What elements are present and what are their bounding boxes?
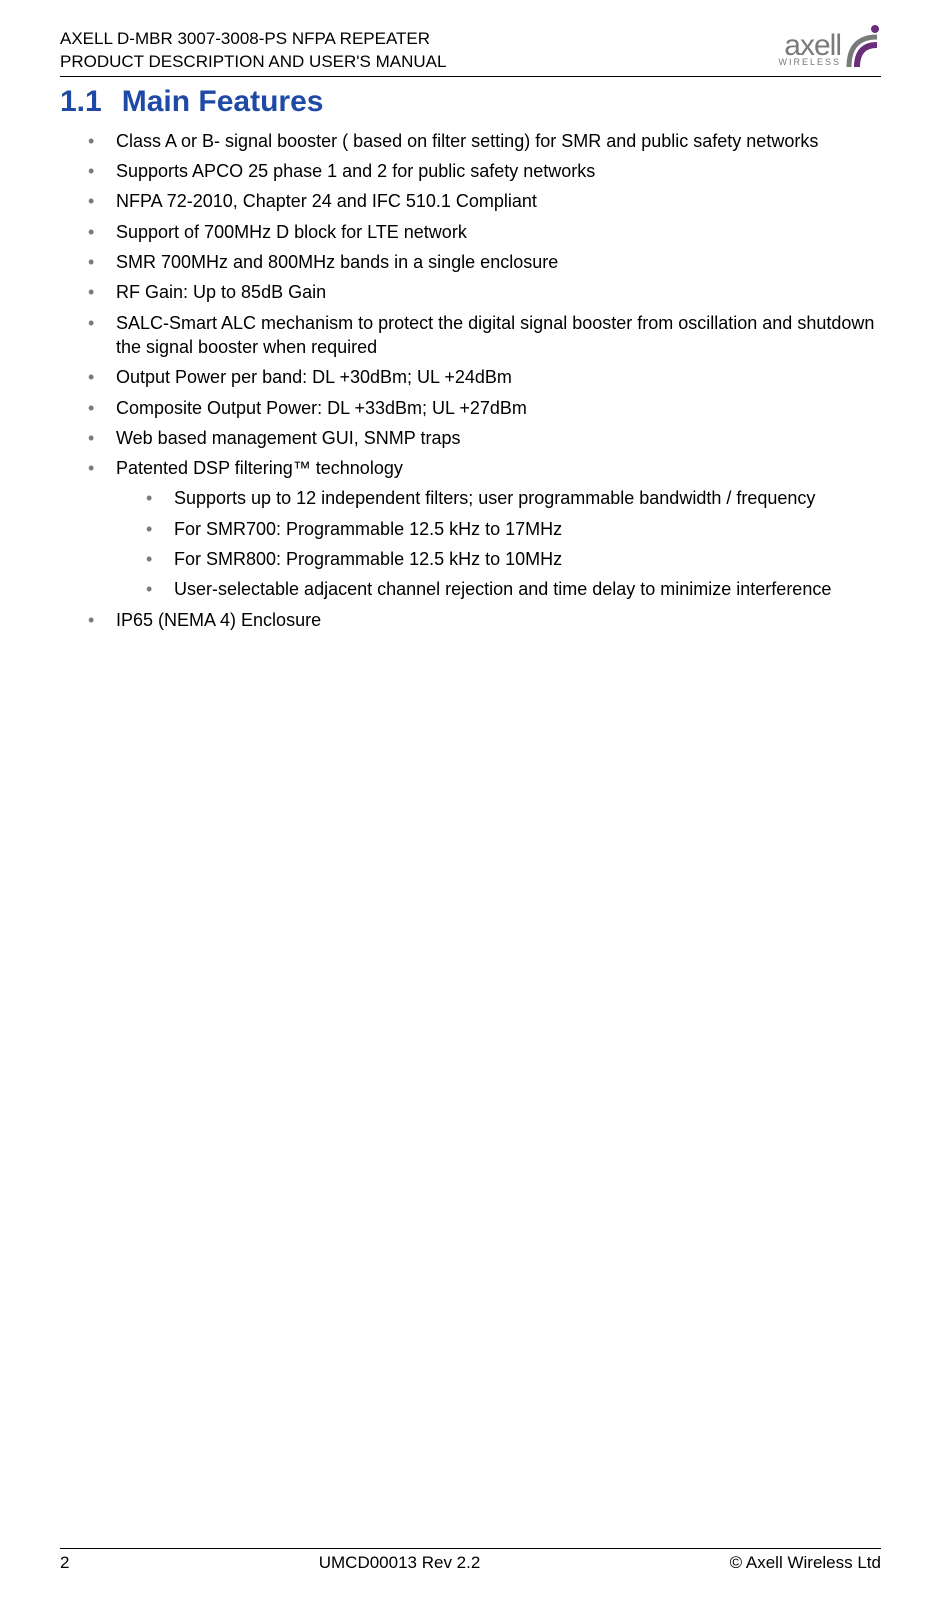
wireless-arc-icon bbox=[845, 23, 881, 67]
header-line2: PRODUCT DESCRIPTION AND USER'S MANUAL bbox=[60, 51, 446, 74]
list-item: SMR 700MHz and 800MHz bands in a single … bbox=[88, 250, 881, 274]
doc-revision: UMCD00013 Rev 2.2 bbox=[319, 1553, 481, 1573]
list-item: Patented DSP filtering™ technology Suppo… bbox=[88, 456, 881, 601]
list-item: Supports up to 12 independent filters; u… bbox=[146, 486, 881, 510]
list-item: Class A or B- signal booster ( based on … bbox=[88, 129, 881, 153]
axell-logo: axell WIRELESS bbox=[778, 23, 881, 67]
list-item: RF Gain: Up to 85dB Gain bbox=[88, 280, 881, 304]
list-item: Web based management GUI, SNMP traps bbox=[88, 426, 881, 450]
logo-name: axell bbox=[784, 32, 841, 59]
list-item: SALC-Smart ALC mechanism to protect the … bbox=[88, 311, 881, 360]
list-item: For SMR700: Programmable 12.5 kHz to 17M… bbox=[146, 517, 881, 541]
section-title: Main Features bbox=[122, 85, 324, 118]
list-item: Output Power per band: DL +30dBm; UL +24… bbox=[88, 365, 881, 389]
copyright: © Axell Wireless Ltd bbox=[730, 1553, 881, 1573]
header-text-block: AXELL D-MBR 3007-3008-PS NFPA REPEATER P… bbox=[60, 28, 446, 74]
list-item: Support of 700MHz D block for LTE networ… bbox=[88, 220, 881, 244]
section-heading: 1.1 Main Features bbox=[60, 85, 881, 119]
page-container: AXELL D-MBR 3007-3008-PS NFPA REPEATER P… bbox=[0, 0, 941, 632]
list-item: Supports APCO 25 phase 1 and 2 for publi… bbox=[88, 159, 881, 183]
list-item-text: Patented DSP filtering™ technology bbox=[116, 458, 403, 478]
list-item: For SMR800: Programmable 12.5 kHz to 10M… bbox=[146, 547, 881, 571]
list-item: User-selectable adjacent channel rejecti… bbox=[146, 577, 881, 601]
list-item: IP65 (NEMA 4) Enclosure bbox=[88, 608, 881, 632]
list-item: NFPA 72-2010, Chapter 24 and IFC 510.1 C… bbox=[88, 189, 881, 213]
logo-tagline: WIRELESS bbox=[778, 57, 841, 67]
sub-feature-list: Supports up to 12 independent filters; u… bbox=[116, 486, 881, 601]
header-line1: AXELL D-MBR 3007-3008-PS NFPA REPEATER bbox=[60, 28, 446, 51]
page-number: 2 bbox=[60, 1553, 69, 1573]
page-footer: 2 UMCD00013 Rev 2.2 © Axell Wireless Ltd bbox=[60, 1548, 881, 1573]
list-item: Composite Output Power: DL +33dBm; UL +2… bbox=[88, 396, 881, 420]
logo-text-block: axell WIRELESS bbox=[778, 32, 841, 67]
section-number: 1.1 bbox=[60, 85, 102, 118]
page-header: AXELL D-MBR 3007-3008-PS NFPA REPEATER P… bbox=[60, 28, 881, 77]
feature-list: Class A or B- signal booster ( based on … bbox=[60, 129, 881, 632]
